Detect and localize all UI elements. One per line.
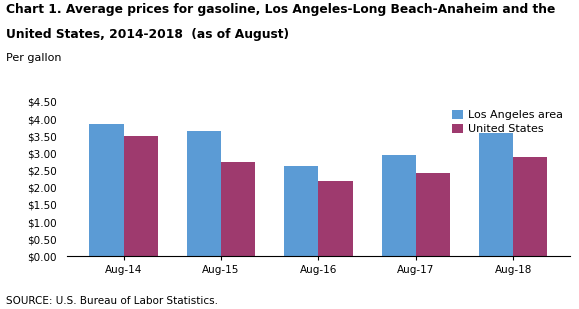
Bar <box>123 136 157 256</box>
Bar <box>382 155 416 256</box>
Bar <box>284 166 318 256</box>
Bar <box>318 181 353 256</box>
Text: Per gallon: Per gallon <box>6 53 61 62</box>
Bar <box>187 131 221 256</box>
Bar <box>479 133 514 256</box>
Text: United States, 2014-2018  (as of August): United States, 2014-2018 (as of August) <box>6 28 289 41</box>
Bar <box>90 124 123 256</box>
Text: Chart 1. Average prices for gasoline, Los Angeles-Long Beach-Anaheim and the: Chart 1. Average prices for gasoline, Lo… <box>6 3 555 16</box>
Bar <box>514 157 547 256</box>
Bar <box>221 163 255 256</box>
Text: SOURCE: U.S. Bureau of Labor Statistics.: SOURCE: U.S. Bureau of Labor Statistics. <box>6 296 218 306</box>
Bar <box>416 173 450 256</box>
Legend: Los Angeles area, United States: Los Angeles area, United States <box>450 108 565 136</box>
